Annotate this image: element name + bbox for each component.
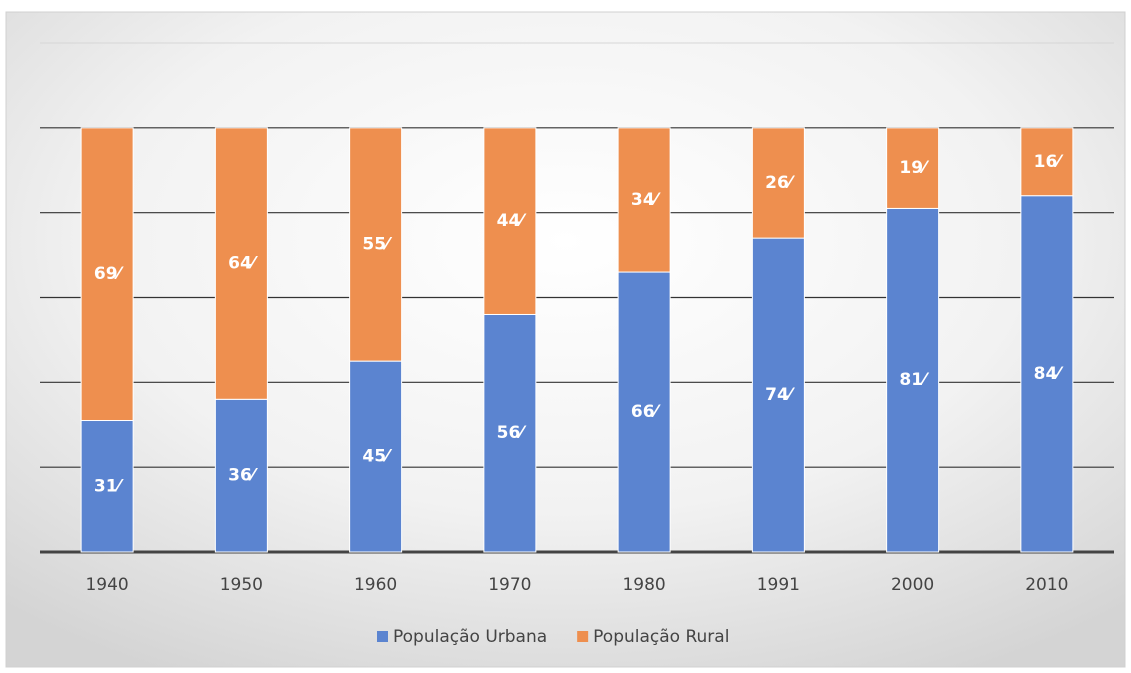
data-label: 74⁄ (765, 385, 796, 405)
data-label: 84⁄ (1034, 364, 1065, 384)
data-label: 64⁄ (228, 254, 259, 274)
bar-segment (349, 127, 403, 362)
data-label: 66⁄ (631, 402, 662, 422)
data-label: 56⁄ (497, 423, 528, 443)
bar-segment (1020, 195, 1074, 553)
data-label: 16⁄ (1034, 152, 1065, 172)
bar-segment (349, 360, 403, 553)
data-label: 26⁄ (765, 173, 796, 193)
x-tick-label: 1970 (488, 575, 531, 595)
x-tick-label: 2000 (891, 575, 934, 595)
data-label: 44⁄ (497, 211, 528, 231)
x-tick-label: 1950 (220, 575, 263, 595)
bar-segment (483, 313, 537, 553)
bar-segment (751, 237, 805, 553)
data-label: 34⁄ (631, 190, 662, 210)
bar-segment (80, 127, 134, 422)
bar-segment (751, 127, 805, 239)
x-tick-label: 2010 (1025, 575, 1068, 595)
bar-segment (886, 207, 940, 553)
data-label: 69⁄ (94, 264, 125, 284)
data-label: 55⁄ (362, 234, 393, 254)
bar-segment (214, 127, 268, 400)
data-label: 81⁄ (899, 370, 930, 390)
bar-segment (617, 271, 671, 553)
data-label: 19⁄ (899, 158, 930, 178)
bar-segment (483, 127, 537, 315)
bar-segment (214, 398, 268, 553)
x-tick-label: 1940 (85, 575, 128, 595)
bar-segment (1020, 127, 1074, 197)
x-tick-label: 1960 (354, 575, 397, 595)
data-label: 31⁄ (94, 476, 125, 496)
data-label: 36⁄ (228, 466, 259, 486)
chart-area (5, 11, 1126, 668)
bar-segment (80, 420, 134, 553)
x-tick-label: 1980 (622, 575, 665, 595)
bar-segment (617, 127, 671, 273)
legend-label: População Rural (593, 627, 729, 647)
legend-swatch (377, 631, 388, 642)
legend-label: População Urbana (393, 627, 547, 647)
bar-segment (886, 127, 940, 209)
x-tick-label: 1991 (757, 575, 800, 595)
legend-swatch (577, 631, 589, 642)
data-label: 45⁄ (362, 447, 393, 467)
